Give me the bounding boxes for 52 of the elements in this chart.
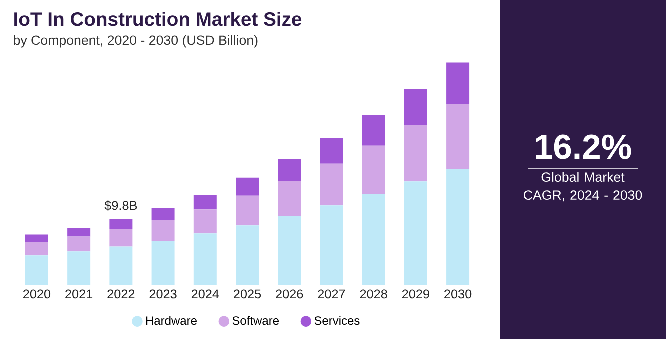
bar: [362, 146, 386, 194]
x-tick-label: 2023: [150, 290, 177, 299]
bar: [110, 229, 133, 247]
x-tick-label: 2028: [360, 290, 388, 299]
text: Global Market CAGR, 2024 - 2030: [524, 172, 642, 202]
legend-label: Software: [232, 316, 279, 326]
x-tick-label: 2021: [66, 290, 93, 299]
chart-subtitle: by Component, 2020 - 2030 (USD Billion): [14, 35, 258, 48]
bar: [152, 220, 175, 241]
bar: [194, 194, 217, 210]
bar: [404, 89, 428, 126]
bar: [320, 164, 344, 206]
x-tick-label: 2026: [276, 290, 304, 299]
bar: [68, 252, 91, 285]
bar: [362, 115, 386, 146]
x-tick-label: 2022: [108, 290, 135, 299]
bar: [278, 216, 302, 285]
bar: [68, 228, 91, 237]
bar: [320, 206, 344, 285]
legend-label: Hardware: [146, 316, 197, 326]
bar: [404, 182, 428, 285]
bar: [110, 219, 133, 230]
bar: [68, 236, 91, 252]
text: 16.2%: [536, 134, 632, 160]
bar: [278, 181, 302, 216]
bar: [236, 178, 260, 196]
bar: [236, 226, 260, 285]
chart-title: IoT In Construction Market Size: [14, 12, 302, 26]
bar: [236, 196, 260, 226]
bar: [278, 159, 302, 182]
bar: [446, 104, 470, 170]
bar: [25, 256, 48, 285]
x-tick-label: 2030: [444, 290, 472, 299]
bar: [194, 234, 217, 285]
bar: [110, 246, 133, 285]
x-tick-label: 2024: [192, 290, 220, 299]
bar: [404, 125, 428, 182]
x-tick-label: 2020: [24, 290, 51, 299]
legend-label: Services: [314, 316, 360, 326]
bar: [446, 62, 470, 104]
x-tick-label: 2029: [402, 290, 430, 299]
bar: [320, 138, 344, 164]
bar: [25, 234, 48, 242]
bar: [194, 210, 217, 234]
bar: [25, 242, 48, 256]
x-tick-label: 2025: [234, 290, 262, 299]
bar: [446, 169, 470, 285]
annotation: $9.8B: [104, 200, 138, 211]
bar: [152, 240, 175, 285]
bar: [152, 208, 175, 220]
bar: [362, 194, 386, 285]
x-tick-label: 2027: [318, 290, 346, 299]
